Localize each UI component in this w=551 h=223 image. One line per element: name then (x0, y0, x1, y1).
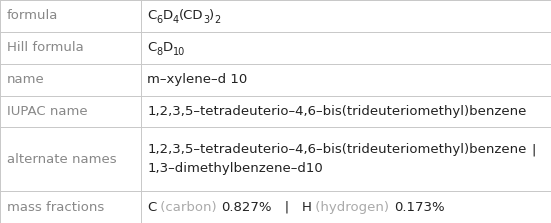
Text: 0.173%: 0.173% (394, 200, 444, 214)
Text: 1,3–dimethylbenzene–d10: 1,3–dimethylbenzene–d10 (147, 162, 323, 175)
Text: (hydrogen): (hydrogen) (311, 200, 394, 214)
Text: 1,2,3,5–tetradeuterio–4,6–bis(trideuteriomethyl)benzene: 1,2,3,5–tetradeuterio–4,6–bis(trideuteri… (147, 105, 527, 118)
Text: 6: 6 (156, 15, 163, 25)
Text: C: C (147, 9, 156, 23)
Text: 2: 2 (214, 15, 221, 25)
Text: formula: formula (7, 9, 58, 23)
Text: (CD: (CD (179, 9, 203, 23)
Text: 3: 3 (203, 15, 209, 25)
Text: C: C (147, 200, 156, 214)
Text: C: C (147, 41, 156, 54)
Text: Hill formula: Hill formula (7, 41, 83, 54)
Text: 1,2,3,5–tetradeuterio–4,6–bis(trideuteriomethyl)benzene: 1,2,3,5–tetradeuterio–4,6–bis(trideuteri… (147, 143, 527, 156)
Text: 10: 10 (172, 47, 185, 57)
Text: name: name (7, 73, 45, 86)
Text: alternate names: alternate names (7, 153, 116, 166)
Text: H: H (301, 200, 311, 214)
Text: |: | (531, 143, 535, 156)
Text: 0.827%: 0.827% (222, 200, 272, 214)
Text: m–xylene–d 10: m–xylene–d 10 (147, 73, 247, 86)
Text: ): ) (209, 9, 214, 23)
Text: D: D (163, 9, 172, 23)
Text: 8: 8 (156, 47, 163, 57)
Text: 4: 4 (172, 15, 179, 25)
Text: (carbon): (carbon) (156, 200, 222, 214)
Text: D: D (163, 41, 172, 54)
Text: mass fractions: mass fractions (7, 200, 104, 214)
Text: |: | (272, 200, 301, 214)
Text: IUPAC name: IUPAC name (7, 105, 87, 118)
